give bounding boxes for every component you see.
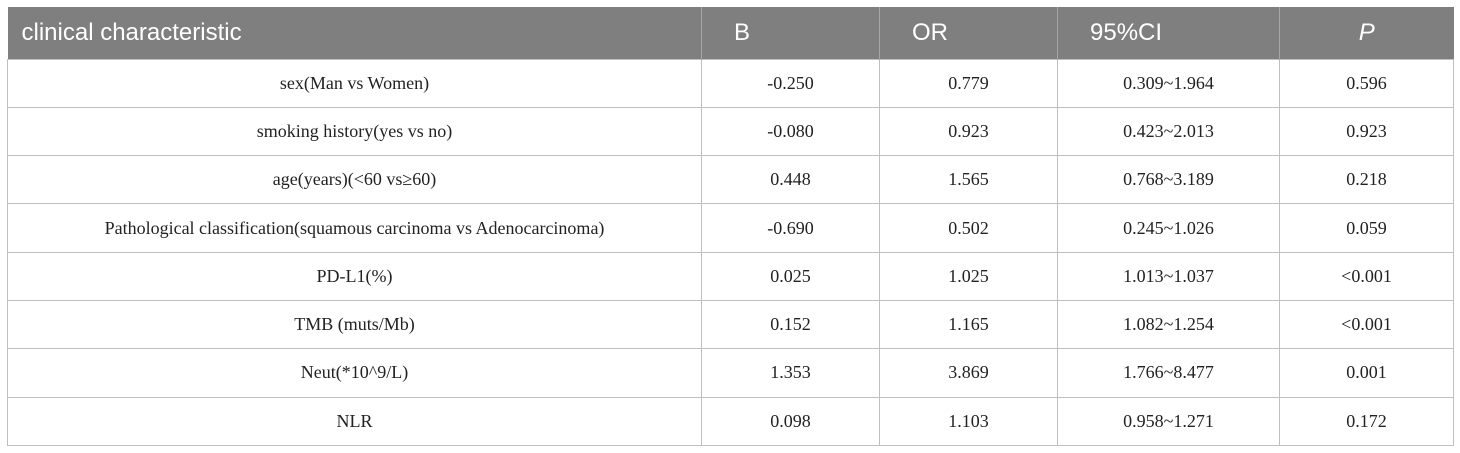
cell-ci: 1.082~1.254 (1057, 299, 1280, 350)
cell-ci: 0.958~1.271 (1057, 396, 1280, 446)
cell-ci: 0.423~2.013 (1057, 106, 1280, 157)
cell-b: 0.448 (701, 155, 880, 205)
cell-or: 3.869 (879, 348, 1058, 398)
cell-characteristic: sex(Man vs Women) (7, 58, 702, 108)
cell-or: 0.779 (879, 58, 1058, 108)
cell-ci: 0.768~3.189 (1057, 155, 1280, 205)
cell-ci: 1.766~8.477 (1057, 348, 1280, 398)
cell-b: -0.690 (701, 203, 880, 253)
header-row: clinical characteristic B OR 95%CI P (7, 7, 1454, 59)
cell-b: -0.250 (701, 58, 880, 108)
table-row: age(years)(<60 vs≥60) 0.448 1.565 0.768~… (7, 155, 1454, 205)
cell-p: 0.059 (1279, 203, 1454, 253)
table-row: Neut(*10^9/L) 1.353 3.869 1.766~8.477 0.… (7, 348, 1454, 398)
results-table-container: clinical characteristic B OR 95%CI P sex… (7, 7, 1454, 446)
table-row: PD-L1(%) 0.025 1.025 1.013~1.037 <0.001 (7, 251, 1454, 301)
table-row: Pathological classification(squamous car… (7, 203, 1454, 253)
cell-b: -0.080 (701, 106, 880, 157)
cell-p: <0.001 (1279, 251, 1454, 301)
cell-b: 1.353 (701, 348, 880, 398)
header-b: B (701, 7, 880, 59)
cell-characteristic: NLR (7, 396, 702, 446)
cell-p: 0.218 (1279, 155, 1454, 205)
cell-p: 0.923 (1279, 106, 1454, 157)
cell-b: 0.152 (701, 299, 880, 350)
cell-characteristic: Neut(*10^9/L) (7, 348, 702, 398)
cell-ci: 0.309~1.964 (1057, 58, 1280, 108)
cell-or: 1.165 (879, 299, 1058, 350)
cell-ci: 1.013~1.037 (1057, 251, 1280, 301)
cell-b: 0.025 (701, 251, 880, 301)
header-95ci: 95%CI (1057, 7, 1280, 59)
cell-characteristic: age(years)(<60 vs≥60) (7, 155, 702, 205)
cell-ci: 0.245~1.026 (1057, 203, 1280, 253)
table-row: NLR 0.098 1.103 0.958~1.271 0.172 (7, 396, 1454, 446)
cell-or: 1.565 (879, 155, 1058, 205)
header-or: OR (879, 7, 1058, 59)
table-row: smoking history(yes vs no) -0.080 0.923 … (7, 106, 1454, 157)
cell-p: 0.001 (1279, 348, 1454, 398)
header-p: P (1279, 7, 1454, 59)
cell-characteristic: smoking history(yes vs no) (7, 106, 702, 157)
table-row: sex(Man vs Women) -0.250 0.779 0.309~1.9… (7, 58, 1454, 108)
cell-characteristic: PD-L1(%) (7, 251, 702, 301)
cell-p: <0.001 (1279, 299, 1454, 350)
cell-b: 0.098 (701, 396, 880, 446)
table-header: clinical characteristic B OR 95%CI P (7, 7, 1454, 59)
cell-p: 0.596 (1279, 58, 1454, 108)
logistic-regression-table: clinical characteristic B OR 95%CI P sex… (7, 7, 1454, 446)
cell-characteristic: Pathological classification(squamous car… (7, 203, 702, 253)
header-clinical-characteristic: clinical characteristic (21, 18, 242, 46)
table-row: TMB (muts/Mb) 0.152 1.165 1.082~1.254 <0… (7, 299, 1454, 350)
cell-or: 1.025 (879, 251, 1058, 301)
table-body: sex(Man vs Women) -0.250 0.779 0.309~1.9… (7, 58, 1454, 446)
cell-or: 0.502 (879, 203, 1058, 253)
cell-characteristic: TMB (muts/Mb) (7, 299, 702, 350)
cell-or: 1.103 (879, 396, 1058, 446)
cell-p: 0.172 (1279, 396, 1454, 446)
cell-or: 0.923 (879, 106, 1058, 157)
